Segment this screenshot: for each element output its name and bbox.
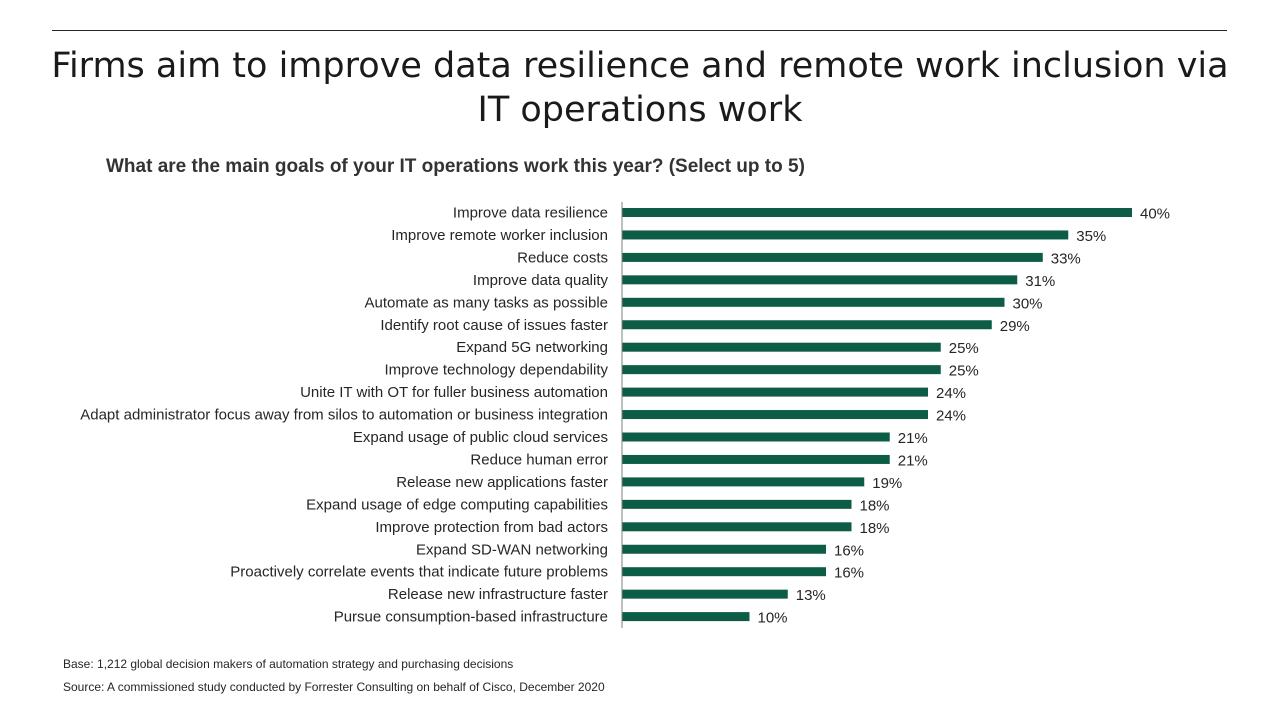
value-label: 29% — [1000, 318, 1030, 335]
value-label: 35% — [1076, 228, 1106, 245]
category-label: Improve data resilience — [453, 205, 608, 222]
value-label: 10% — [758, 610, 788, 627]
slide-title: Firms aim to improve data resilience and… — [51, 46, 1229, 130]
category-label: Pursue consumption-based infrastructure — [334, 609, 608, 626]
category-label: Adapt administrator focus away from silo… — [80, 407, 608, 424]
value-label: 25% — [949, 363, 979, 380]
value-label: 24% — [936, 408, 966, 425]
category-label: Unite IT with OT for fuller business aut… — [300, 384, 608, 401]
category-label: Improve protection from bad actors — [375, 519, 608, 536]
value-label: 21% — [898, 452, 928, 469]
value-label: 16% — [834, 565, 864, 582]
value-label: 19% — [872, 475, 902, 492]
category-label: Expand SD-WAN networking — [416, 541, 608, 558]
category-label: Improve technology dependability — [385, 362, 609, 379]
category-label: Improve data quality — [473, 272, 609, 289]
category-label: Identify root cause of issues faster — [380, 317, 608, 334]
bar-15 — [622, 522, 852, 532]
bar-3 — [622, 252, 1043, 262]
category-label: Expand 5G networking — [456, 339, 608, 356]
value-label: 21% — [898, 430, 928, 447]
bar-10 — [622, 410, 928, 420]
bar-7 — [622, 342, 941, 352]
base-footnote: Base: 1,212 global decision makers of au… — [63, 657, 514, 671]
bar-19 — [622, 612, 750, 622]
value-label: 33% — [1051, 250, 1081, 267]
category-label: Release new applications faster — [396, 474, 608, 491]
bar-12 — [622, 454, 890, 464]
value-label: 24% — [936, 385, 966, 402]
value-label: 40% — [1140, 206, 1170, 223]
bar-1 — [622, 208, 1132, 217]
value-label: 18% — [860, 497, 890, 514]
source-footnote: Source: A commissioned study conducted b… — [63, 680, 605, 694]
value-label: 18% — [860, 520, 890, 537]
bar-14 — [622, 499, 852, 509]
value-label: 31% — [1025, 273, 1055, 290]
category-label: Automate as many tasks as possible — [365, 294, 608, 311]
bar-8 — [622, 365, 941, 375]
category-label: Release new infrastructure faster — [388, 586, 608, 603]
bar-2 — [622, 230, 1069, 240]
category-label: Reduce human error — [470, 451, 608, 468]
bar-16 — [622, 544, 826, 554]
bar-17 — [622, 567, 826, 577]
category-label: Reduce costs — [517, 249, 608, 266]
value-label: 30% — [1013, 295, 1043, 312]
category-label: Expand usage of public cloud services — [353, 429, 608, 446]
value-label: 16% — [834, 542, 864, 559]
bar-18 — [622, 589, 788, 599]
category-label: Expand usage of edge computing capabilit… — [306, 496, 608, 513]
category-label: Proactively correlate events that indica… — [230, 564, 608, 581]
value-label: 25% — [949, 340, 979, 357]
value-label: 13% — [796, 587, 826, 604]
bar-9 — [622, 387, 928, 397]
category-label: Improve remote worker inclusion — [391, 227, 608, 244]
bar-11 — [622, 432, 890, 442]
chart-question: What are the main goals of your IT opera… — [106, 156, 805, 177]
bar-5 — [622, 297, 1005, 307]
bar-13 — [622, 477, 865, 487]
top-divider-line — [52, 30, 1227, 31]
bar-4 — [622, 275, 1018, 285]
bar-6 — [622, 320, 992, 330]
